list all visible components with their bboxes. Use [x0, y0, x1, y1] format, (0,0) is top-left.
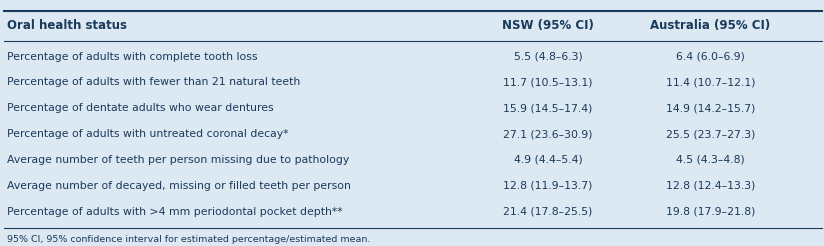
- Text: Percentage of adults with untreated coronal decay*: Percentage of adults with untreated coro…: [7, 129, 288, 139]
- Text: 12.8 (12.4–13.3): 12.8 (12.4–13.3): [666, 181, 755, 191]
- Text: 11.4 (10.7–12.1): 11.4 (10.7–12.1): [666, 77, 755, 87]
- Text: 4.9 (4.4–5.4): 4.9 (4.4–5.4): [513, 155, 583, 165]
- Text: 14.9 (14.2–15.7): 14.9 (14.2–15.7): [666, 103, 755, 113]
- Text: Oral health status: Oral health status: [7, 19, 127, 32]
- Text: 15.9 (14.5–17.4): 15.9 (14.5–17.4): [503, 103, 592, 113]
- Text: Percentage of adults with fewer than 21 natural teeth: Percentage of adults with fewer than 21 …: [7, 77, 300, 87]
- Text: Average number of teeth per person missing due to pathology: Average number of teeth per person missi…: [7, 155, 349, 165]
- Text: NSW (95% CI): NSW (95% CI): [502, 19, 594, 32]
- Text: 5.5 (4.8–6.3): 5.5 (4.8–6.3): [513, 52, 583, 62]
- Text: 4.5 (4.3–4.8): 4.5 (4.3–4.8): [676, 155, 745, 165]
- Text: 6.4 (6.0–6.9): 6.4 (6.0–6.9): [676, 52, 745, 62]
- Text: 21.4 (17.8–25.5): 21.4 (17.8–25.5): [503, 207, 592, 216]
- Text: 25.5 (23.7–27.3): 25.5 (23.7–27.3): [666, 129, 755, 139]
- Text: Percentage of dentate adults who wear dentures: Percentage of dentate adults who wear de…: [7, 103, 274, 113]
- Text: 27.1 (23.6–30.9): 27.1 (23.6–30.9): [503, 129, 592, 139]
- Text: 19.8 (17.9–21.8): 19.8 (17.9–21.8): [666, 207, 755, 216]
- Text: Average number of decayed, missing or filled teeth per person: Average number of decayed, missing or fi…: [7, 181, 350, 191]
- Text: 95% CI, 95% confidence interval for estimated percentage/estimated mean.: 95% CI, 95% confidence interval for esti…: [7, 235, 370, 244]
- Text: Australia (95% CI): Australia (95% CI): [650, 19, 770, 32]
- Text: 12.8 (11.9–13.7): 12.8 (11.9–13.7): [503, 181, 592, 191]
- Text: Percentage of adults with >4 mm periodontal pocket depth**: Percentage of adults with >4 mm periodon…: [7, 207, 342, 216]
- Text: Percentage of adults with complete tooth loss: Percentage of adults with complete tooth…: [7, 52, 257, 62]
- Text: 11.7 (10.5–13.1): 11.7 (10.5–13.1): [503, 77, 592, 87]
